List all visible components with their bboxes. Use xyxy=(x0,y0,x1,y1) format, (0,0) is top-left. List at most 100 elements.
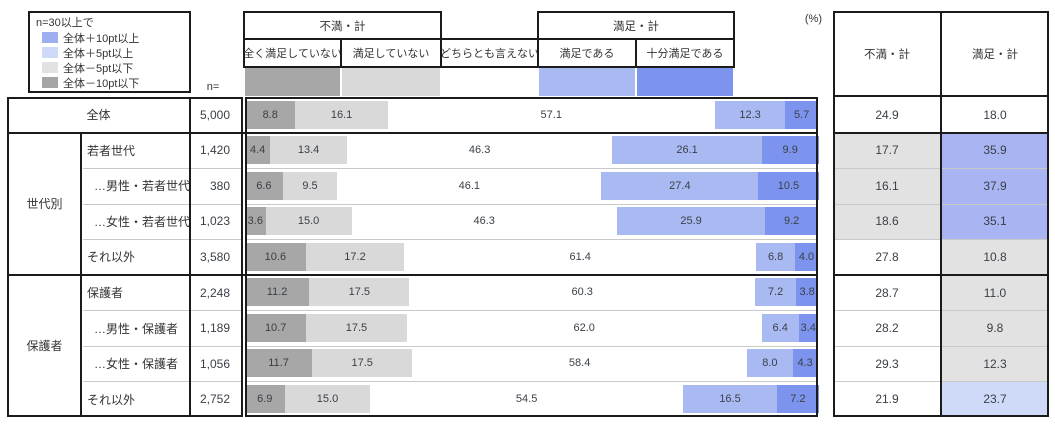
legend-swatch-plus10 xyxy=(42,32,58,43)
bar-segment: 6.9 xyxy=(245,384,285,413)
header-dissatisfied-total: 不満・計 xyxy=(243,11,442,40)
summary-cell: 9.8 xyxy=(941,310,1049,346)
row-separator xyxy=(245,168,818,170)
legend-swatch-minus5 xyxy=(42,62,58,73)
summary-cell: 29.3 xyxy=(833,345,941,382)
summary-cell: 27.8 xyxy=(833,239,941,275)
legend-item-minus5: 全体－5pt以下 xyxy=(36,60,183,75)
bar-segment: 3.8 xyxy=(796,278,818,307)
row-separator xyxy=(245,381,818,383)
summary-cell: 11.0 xyxy=(941,274,1049,311)
summary-cell: 17.7 xyxy=(833,132,941,169)
row-separator xyxy=(245,239,818,241)
row-label: …女性・保護者 xyxy=(94,357,179,372)
bar-segment: 7.2 xyxy=(777,384,819,413)
legend-item-label: 全体－5pt以下 xyxy=(63,62,134,75)
legend-item-minus10: 全体－10pt以下 xyxy=(36,75,183,90)
header-satisfied-total: 満足・計 xyxy=(537,11,735,40)
bar-segment: 3.6 xyxy=(245,207,266,236)
legend-swatch-minus10 xyxy=(42,77,58,88)
bar-segment: 46.3 xyxy=(351,207,617,236)
row-n-value: 1,056 xyxy=(199,356,230,371)
legend-item-plus5: 全体＋5pt以上 xyxy=(36,45,183,60)
legend-item-label: 全体＋10pt以上 xyxy=(63,32,140,45)
bar-segment: 9.5 xyxy=(282,171,338,200)
bar-segment: 17.5 xyxy=(312,349,413,378)
bar-segment: 4.4 xyxy=(245,136,271,165)
bar-segment: 4.3 xyxy=(792,349,818,378)
row-separator xyxy=(245,203,818,205)
bar-segment: 17.5 xyxy=(309,278,410,307)
row-n-value: 1,420 xyxy=(199,143,230,158)
bar-segment: 54.5 xyxy=(370,384,683,413)
bar-segment: 6.6 xyxy=(245,171,283,200)
legend-title: n=30以上で xyxy=(36,17,94,29)
bar-segment: 27.4 xyxy=(601,171,759,200)
column-color-swatch-1 xyxy=(245,68,340,96)
bar-segment: 15.0 xyxy=(284,384,371,413)
bar-segment: 9.2 xyxy=(765,207,818,236)
column-header-3: どちらとも言えない xyxy=(440,38,539,68)
summary-cell: 24.9 xyxy=(833,97,941,133)
summary-cell: 28.2 xyxy=(833,310,941,346)
bar-segment: 10.7 xyxy=(245,313,307,342)
row-n-value: 1,189 xyxy=(199,321,230,336)
bar-segment: 46.3 xyxy=(346,136,613,165)
bar-segment: 25.9 xyxy=(616,207,766,236)
bar-segment: 8.8 xyxy=(245,100,296,129)
bar-segment: 58.4 xyxy=(412,349,747,378)
bar-segment: 11.7 xyxy=(245,349,313,378)
bar-segment: 17.5 xyxy=(306,313,407,342)
summary-cell: 16.1 xyxy=(833,168,941,204)
bar-segment: 13.4 xyxy=(270,136,347,165)
summary-cell: 28.7 xyxy=(833,274,941,311)
summary-cell: 10.8 xyxy=(941,239,1049,275)
row-n-value: 2,248 xyxy=(199,285,230,300)
row-label: …女性・若者世代 xyxy=(94,214,191,229)
column-color-swatch-5 xyxy=(637,68,733,96)
row-separator xyxy=(245,345,818,347)
legend-box: n=30以上で 全体＋10pt以上 全体＋5pt以上全体－5pt以下 全体－10pt… xyxy=(28,11,191,93)
row-label: 全体 xyxy=(86,108,111,123)
summary-cell: 12.3 xyxy=(941,345,1049,382)
n-column-label: n= xyxy=(206,81,220,93)
summary-column-header-dissatisfied: 不満・計 xyxy=(864,49,910,61)
summary-column-header-satisfied: 満足・計 xyxy=(972,49,1018,61)
bar-segment: 16.1 xyxy=(295,100,388,129)
bar-segment: 57.1 xyxy=(387,100,715,129)
bar-segment: 46.1 xyxy=(337,171,602,200)
bar-segment: 12.3 xyxy=(714,100,786,129)
summary-cell: 21.9 xyxy=(833,381,941,417)
column-header-5: 十分満足である xyxy=(635,38,735,68)
bar-segment: 26.1 xyxy=(612,136,762,165)
summary-cell: 18.0 xyxy=(941,97,1049,133)
n-column-divider xyxy=(189,97,191,417)
bar-segment: 60.3 xyxy=(409,278,755,307)
row-n-value: 2,752 xyxy=(199,392,230,407)
row-n-value: 1,023 xyxy=(199,214,230,229)
bar-segment: 5.7 xyxy=(785,100,818,129)
group-label: 保護者 xyxy=(9,274,82,417)
row-n-value: 380 xyxy=(209,178,230,193)
row-label: 保護者 xyxy=(87,286,124,301)
column-header-2: 満足していない xyxy=(340,38,442,68)
bar-segment: 11.2 xyxy=(245,278,310,307)
summary-cell: 35.1 xyxy=(941,203,1049,240)
summary-cell: 18.6 xyxy=(833,203,941,240)
row-n-value: 3,580 xyxy=(199,249,230,264)
row-label: 若者世代 xyxy=(87,143,136,158)
row-label: …男性・若者世代 xyxy=(94,179,191,194)
bar-segment: 10.5 xyxy=(758,171,819,200)
column-color-swatch-2 xyxy=(342,68,440,96)
legend-item-plus10: 全体＋10pt以上 xyxy=(36,30,183,45)
bar-segment: 9.9 xyxy=(761,136,819,165)
bar-segment: 8.0 xyxy=(746,349,793,378)
unit-label: (%) xyxy=(804,13,822,25)
column-header-1: 全く満足していない xyxy=(243,38,342,68)
row-n-value: 5,000 xyxy=(199,107,230,122)
row-separator xyxy=(245,310,818,312)
row-label: それ以外 xyxy=(87,392,136,407)
summary-cell: 35.9 xyxy=(941,132,1049,169)
bar-segment: 6.8 xyxy=(756,242,796,271)
legend-item-label: 全体－10pt以下 xyxy=(63,77,140,90)
